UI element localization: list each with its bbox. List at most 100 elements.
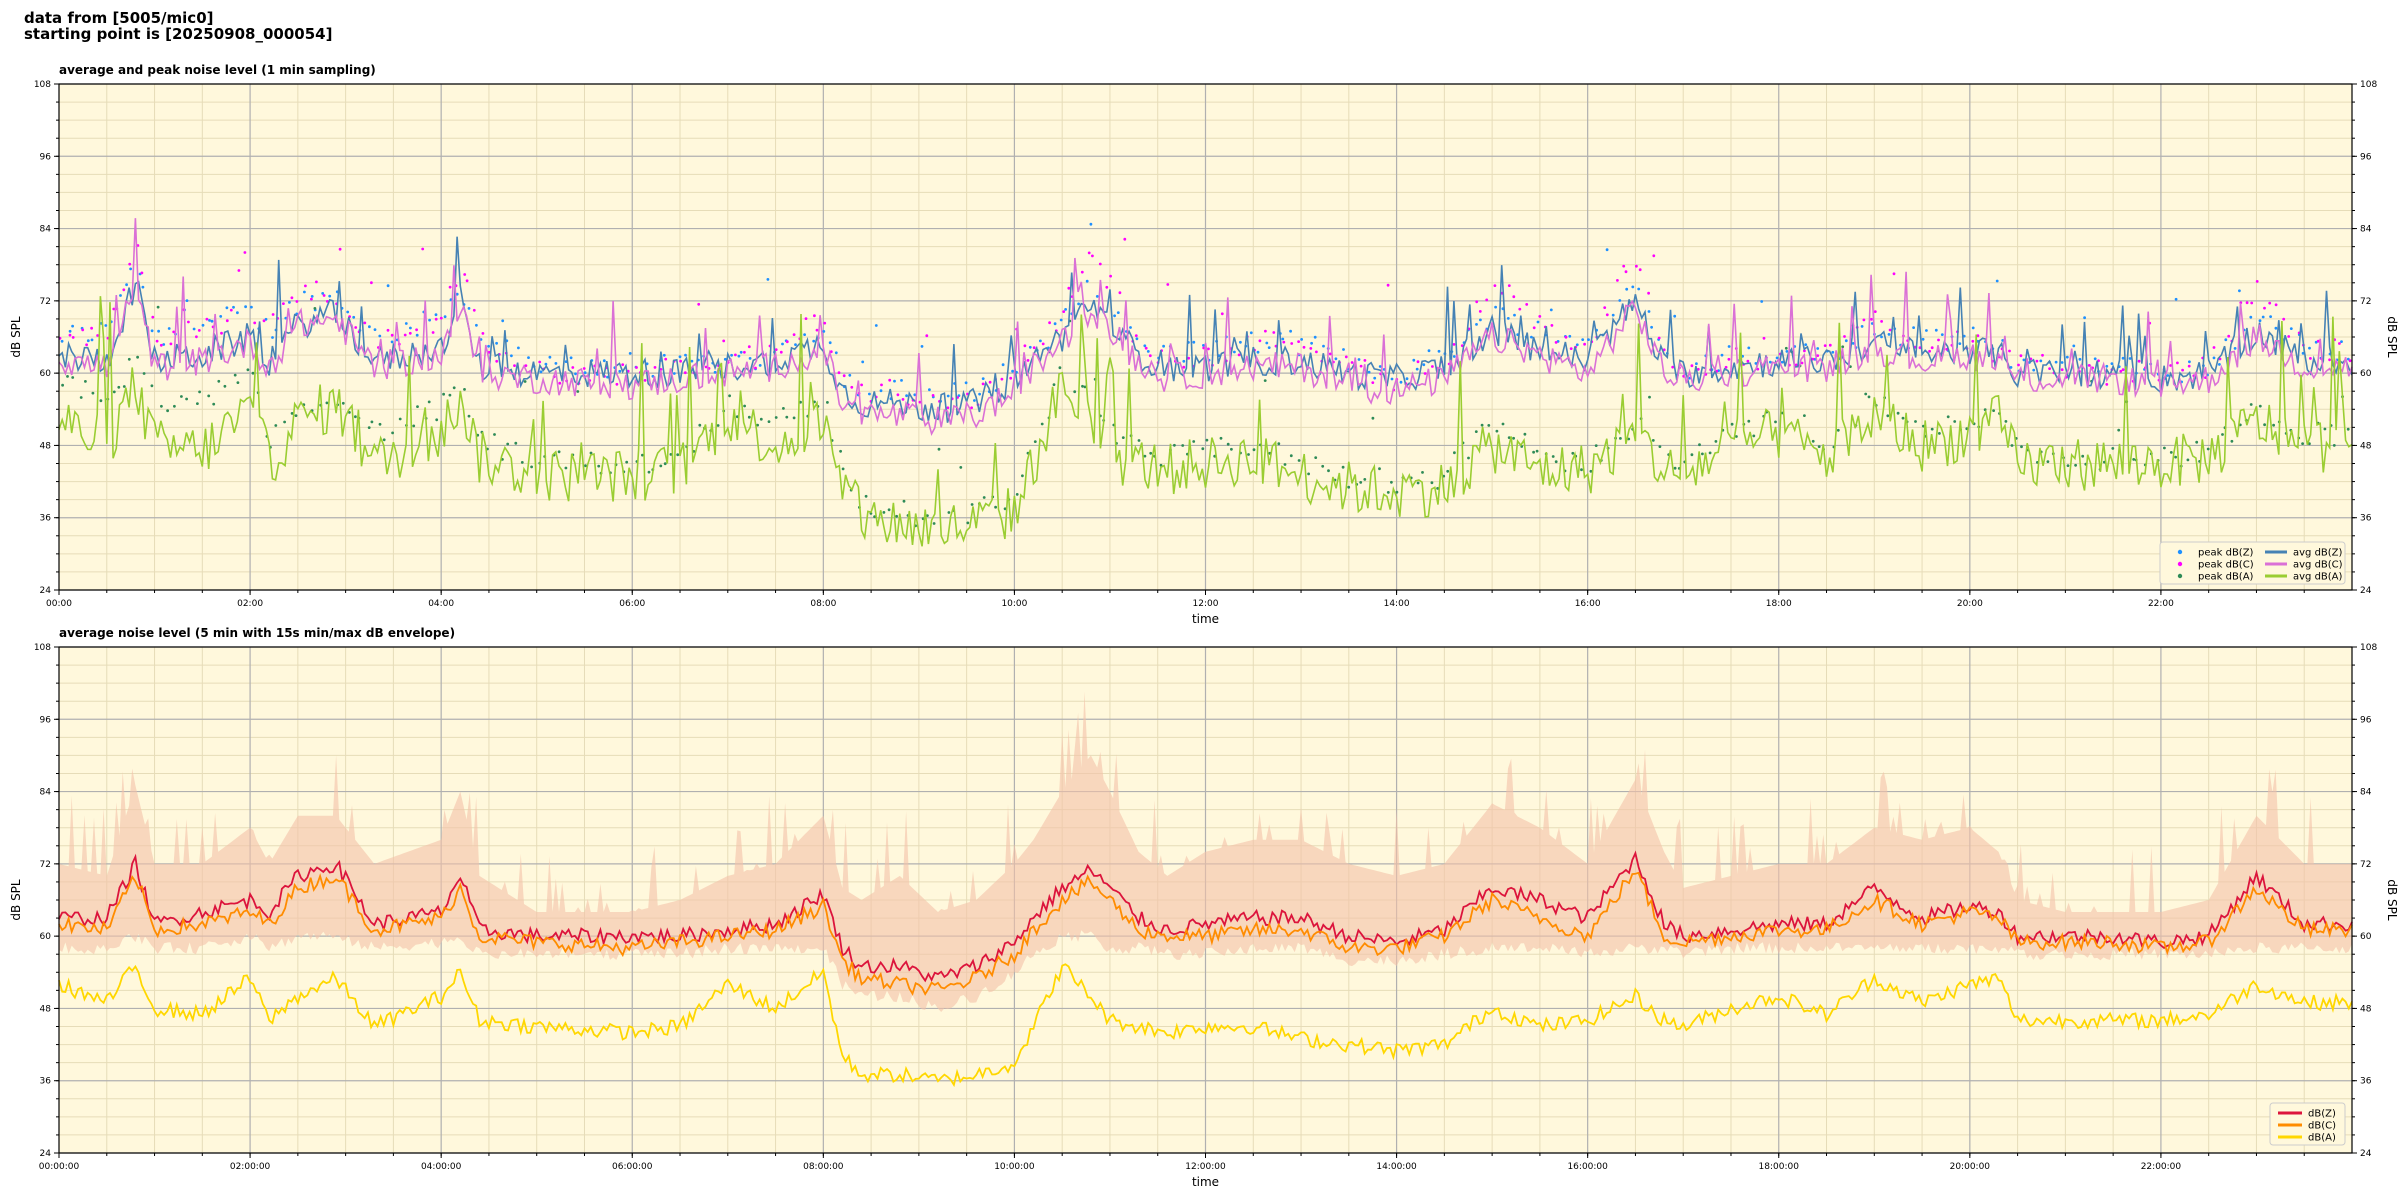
panel-1-peak-point [2249,315,2253,319]
panel-1-peak-point [882,511,886,514]
panel-2-line-dbc [58,871,2353,996]
panel-1-peak-point [1589,469,1593,473]
panel-1-peak-point [548,355,552,359]
panel-1-peak-point [782,407,785,410]
panel-1-peak-point [416,405,419,408]
panel-1-peak-point [2186,458,2190,462]
panel-1-peak-point [597,464,601,468]
panel-1-peak-point [779,350,783,354]
panel-1-peak-point [602,359,606,363]
panel-1-peak-point [1605,313,1609,317]
panel-1-peak-point [157,329,161,333]
panel-1-peak-point [1720,353,1724,357]
panel-1-peak-point [1427,349,1431,353]
panel-1-peak-point [672,372,676,375]
panel-1-peak-point [195,335,198,339]
panel-1-peak-point [236,311,239,315]
panel-1-peak-point [1940,333,1944,336]
panel-1-peak-point [928,388,931,392]
panel-1-peak-point [1309,347,1313,350]
panel-1-peak-point [527,356,530,359]
panel-1-peak-point [1587,338,1590,341]
panel-1-peak-point [79,396,83,399]
panel-1-peak-point [2340,340,2343,343]
panel-1-xtick-label: 10:00 [1001,599,1027,609]
panel-1-peak-point [1513,313,1516,317]
panel-1-peak-point [1581,338,1585,341]
panel-1-peak-point [1467,456,1470,460]
panel-1-peak-point [244,305,248,309]
panel-1-peak-point [1831,350,1835,354]
panel-1-peak-point [2274,326,2278,330]
panel-1-peak-point [1143,454,1147,458]
panel-1-peak-point [1023,344,1027,348]
panel-1-peak-point [1363,359,1367,362]
panel-1-peak-point [1747,346,1751,350]
panel-1-peak-point [2060,361,2064,364]
panel-1-peak-point [2078,357,2082,361]
panel-1-peak-point [2039,359,2043,363]
panel-2-xtick-label: 04:00:00 [421,1162,462,1172]
panel-1-peak-point [1735,435,1738,438]
panel-1-peak-point [1039,339,1042,343]
panel-1-peak-point [2261,315,2265,319]
panel-1-peak-point [959,466,963,469]
panel-1-peak-point [557,450,561,454]
panel-1-peak-point [2054,360,2058,364]
panel-1-peak-point [1205,438,1209,442]
panel-1-peak-point [1118,291,1122,295]
panel-1-peak-point [2019,354,2023,358]
panel-1-peak-point [2163,446,2166,450]
panel-1-peak-point [1870,317,1873,321]
panel-1-peak-point [122,385,126,388]
panel-1-peak-point [574,372,577,376]
panel-1-peak-point [412,424,416,428]
panel-2-ytick-label: 108 [34,643,51,653]
panel-1-peak-point [970,406,973,410]
panel-1-peak-point [237,269,241,272]
panel-1-peak-point [2309,357,2312,360]
panel-1-peak-point [1631,285,1635,289]
panel-1-ytick-label: 84 [2360,225,2372,235]
panel-1-peak-point [861,360,865,364]
panel-2-xtick-label: 08:00:00 [803,1162,844,1172]
panel-1-peak-point [1265,341,1269,345]
panel-1-peak-point [1347,485,1351,489]
panel-1-peak-point [192,327,196,331]
panel-1-peak-point [68,329,72,333]
panel-1-peak-point [1137,439,1141,442]
panel-1-peak-point [1219,436,1223,440]
panel-1-peak-point [1062,310,1066,313]
panel-1-peak-point [932,522,936,525]
panel-1-peak-point [2258,319,2262,323]
panel-2-xtick-label: 22:00:00 [2141,1162,2182,1172]
panel-1-peak-point [1841,345,1845,349]
panel-1-peak-point [678,355,682,359]
panel-1-peak-point [1816,354,1820,357]
panel-1-peak-point [1289,329,1292,333]
panel-1-peak-point [664,357,668,361]
panel-1-peak-point [2137,359,2141,363]
panel-1-ylabel-right: dB SPL [2385,316,2399,358]
panel-1-peak-point [487,350,491,354]
panel-1-peak-point [900,379,903,382]
panel-1-peak-point [2181,368,2185,372]
panel-1-peak-point [370,420,374,424]
panel-1-peak-point [774,416,778,419]
panel-1-peak-point [1087,251,1091,255]
panel-1-legend-label: avg dB(C) [2293,560,2343,571]
panel-1-peak-point [185,299,189,302]
panel-1-peak-point [370,281,373,285]
panel-1-peak-point [1233,350,1236,354]
panel-1-peak-point [628,352,632,355]
panel-1-peak-point [251,371,255,375]
panel-1-peak-point [506,442,510,446]
panel-1-peak-point [2081,454,2085,458]
panel-1-peak-point [1622,264,1626,268]
panel-1-peak-point [1297,459,1301,462]
panel-1-peak-point [754,366,757,370]
panel-1-ytick-label: 48 [2360,441,2372,451]
panel-1-peak-point [442,392,445,396]
panel-1-peak-point [895,514,898,518]
panel-1-ytick-label: 60 [2360,369,2372,379]
